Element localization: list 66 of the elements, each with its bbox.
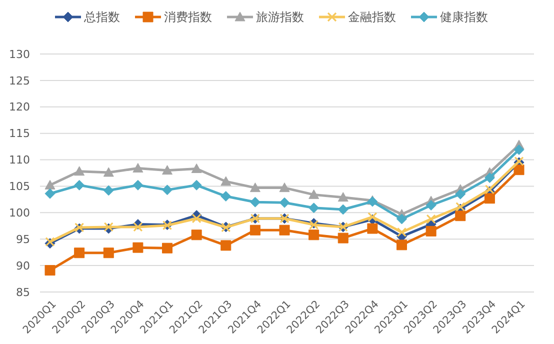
point bbox=[338, 192, 348, 202]
legend-label: 健康指数 bbox=[440, 10, 488, 24]
point bbox=[396, 227, 407, 238]
point bbox=[44, 188, 56, 199]
point bbox=[514, 144, 524, 155]
point bbox=[133, 222, 143, 232]
point bbox=[162, 165, 172, 175]
point bbox=[484, 184, 494, 194]
legend-label: 金融指数 bbox=[348, 10, 396, 24]
point bbox=[103, 167, 114, 177]
y-tick-label: 125 bbox=[9, 74, 30, 88]
point bbox=[484, 193, 495, 204]
point bbox=[455, 210, 466, 222]
point bbox=[279, 182, 290, 192]
point bbox=[308, 202, 320, 214]
y-tick-label: 100 bbox=[9, 206, 30, 220]
point bbox=[103, 185, 114, 196]
point bbox=[308, 230, 320, 240]
point bbox=[250, 182, 260, 192]
y-tick-label: 85 bbox=[16, 286, 30, 299]
y-tick-label: 110 bbox=[9, 154, 30, 167]
point bbox=[396, 214, 407, 224]
point bbox=[426, 214, 436, 224]
point bbox=[250, 196, 260, 208]
point bbox=[514, 164, 524, 176]
point bbox=[250, 224, 260, 236]
point bbox=[191, 164, 202, 174]
point bbox=[74, 166, 85, 176]
point bbox=[192, 214, 202, 224]
point bbox=[279, 224, 290, 236]
point bbox=[220, 191, 232, 202]
point bbox=[396, 240, 407, 250]
point bbox=[308, 189, 320, 199]
point bbox=[338, 232, 348, 244]
y-tick-label: 120 bbox=[9, 100, 30, 114]
point bbox=[484, 172, 495, 184]
point bbox=[456, 202, 466, 212]
legend-label: 总指数 bbox=[83, 10, 120, 24]
point bbox=[191, 230, 202, 240]
point bbox=[455, 188, 466, 200]
point bbox=[220, 240, 232, 251]
y-tick-label: 90 bbox=[16, 259, 30, 272]
point bbox=[367, 223, 378, 234]
point bbox=[162, 184, 172, 196]
point bbox=[132, 180, 144, 190]
y-tick-label: 95 bbox=[16, 232, 30, 246]
point bbox=[44, 180, 56, 190]
point bbox=[191, 180, 202, 190]
point bbox=[279, 197, 290, 208]
point bbox=[426, 226, 436, 236]
y-tick-label: 130 bbox=[9, 48, 30, 61]
point bbox=[132, 242, 144, 253]
y-tick-label: 105 bbox=[9, 180, 30, 194]
point bbox=[103, 248, 114, 258]
point bbox=[426, 200, 436, 211]
legend-label: 消费指数 bbox=[164, 10, 212, 24]
legend-label: 旅游指数 bbox=[256, 10, 304, 24]
point bbox=[74, 248, 85, 258]
point bbox=[132, 162, 144, 172]
point bbox=[162, 242, 172, 254]
point bbox=[220, 176, 232, 186]
y-tick-label: 115 bbox=[9, 127, 30, 140]
point bbox=[74, 180, 85, 190]
point bbox=[44, 265, 56, 276]
point bbox=[338, 204, 348, 215]
point bbox=[368, 212, 378, 222]
